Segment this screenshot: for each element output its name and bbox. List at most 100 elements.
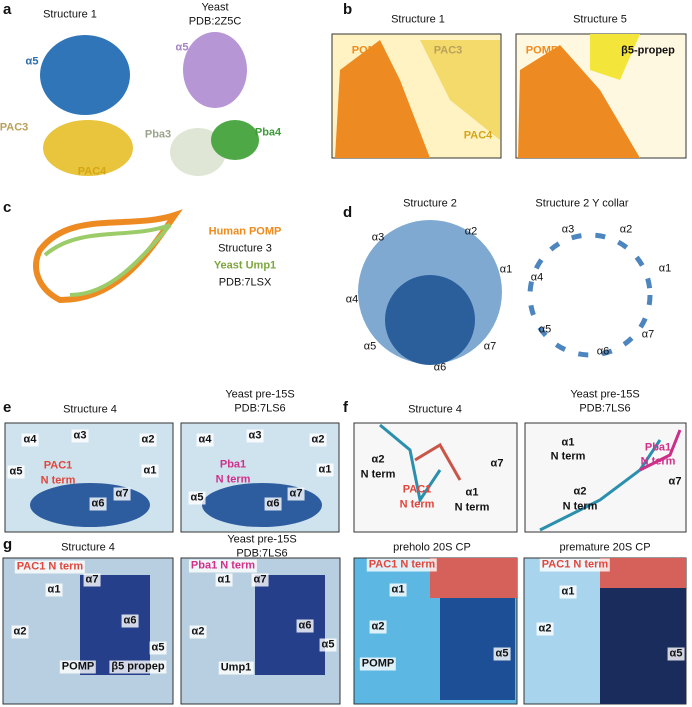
- label: α5: [538, 323, 552, 336]
- label: N term: [360, 468, 396, 481]
- label: POMP: [59, 660, 97, 674]
- panel-title: PDB:7LS6: [236, 547, 288, 560]
- label: α1: [45, 583, 63, 597]
- label: α1: [389, 583, 407, 597]
- structure-image: [43, 120, 133, 176]
- panel-title: Structure 2 Y collar: [535, 197, 629, 210]
- panel-letter: c: [3, 199, 12, 216]
- label: α2: [369, 620, 387, 634]
- panel-letter: g: [3, 536, 13, 553]
- panel-letter: e: [3, 399, 12, 416]
- panel-title: Structure 4: [408, 403, 462, 416]
- legend-entry: PDB:7LSX: [218, 276, 272, 289]
- label: α1: [215, 573, 233, 587]
- label: α2: [11, 625, 29, 639]
- panel-title: PDB:7LS6: [234, 402, 286, 415]
- legend-entry: Human POMP: [208, 225, 282, 238]
- label: α5: [7, 465, 25, 479]
- label: α4: [196, 433, 214, 447]
- label: α5: [319, 638, 337, 652]
- label: α7: [668, 475, 682, 488]
- structure-image: [335, 40, 430, 158]
- label: Pba3: [144, 128, 172, 141]
- label: α7: [483, 340, 497, 353]
- label: α2: [189, 625, 207, 639]
- structure-image: [379, 423, 442, 504]
- panel-title: Structure 1: [391, 13, 445, 26]
- label: PAC4: [77, 165, 107, 178]
- label: α1: [316, 463, 334, 477]
- label: β5 propep: [109, 660, 167, 674]
- legend-entry: Yeast Ump1: [213, 259, 277, 272]
- structure-image: [600, 558, 686, 588]
- legend-entry: Structure 3: [218, 242, 272, 255]
- structure-image: [527, 232, 653, 358]
- label: PAC3: [433, 44, 463, 57]
- label: α5: [667, 647, 685, 661]
- label: α7: [251, 573, 269, 587]
- structure-image: [43, 223, 172, 297]
- label: α3: [246, 429, 264, 443]
- panel-title: Yeast pre-15S: [225, 388, 295, 401]
- structure-image: [414, 442, 462, 481]
- label: β5-propep: [621, 44, 675, 57]
- label: PAC1 N term: [366, 558, 438, 572]
- label: α6: [596, 345, 610, 358]
- label: N term: [399, 498, 435, 511]
- label: α1: [141, 464, 159, 478]
- label: N term: [454, 501, 490, 514]
- label: Pba4: [254, 126, 282, 139]
- label: α4: [21, 433, 39, 447]
- label: α5: [493, 647, 511, 661]
- structure-image: [40, 35, 130, 115]
- label: POMP: [525, 44, 559, 57]
- structure-image: [430, 558, 517, 598]
- label: α2: [464, 225, 478, 238]
- label: N term: [640, 455, 676, 468]
- label: POMP: [351, 44, 385, 57]
- structure-image: [183, 32, 247, 108]
- label: α6: [433, 361, 447, 374]
- label: Pba1 N term: [188, 559, 258, 573]
- image-frame: [524, 422, 687, 533]
- label: α6: [264, 497, 282, 511]
- label: PAC1 N term: [539, 558, 611, 572]
- label: α4: [530, 271, 544, 284]
- label: Pba1: [219, 458, 247, 471]
- label: α2: [309, 433, 327, 447]
- panel-title: Structure 4: [61, 541, 115, 554]
- label: α2: [536, 622, 554, 636]
- structure-image: [518, 45, 640, 158]
- label: α6: [121, 614, 139, 628]
- label: α4: [345, 293, 359, 306]
- label: α1: [499, 263, 513, 276]
- structure-image: [255, 575, 325, 675]
- label: PAC1 N term: [14, 560, 86, 574]
- label: α1: [559, 585, 577, 599]
- panel-title: Yeast pre-15S: [570, 388, 640, 401]
- label: Pba1: [644, 441, 672, 454]
- structure-image: [539, 439, 662, 532]
- panel-title: Structure 1: [43, 8, 97, 21]
- label: α3: [71, 429, 89, 443]
- label: α6: [296, 619, 314, 633]
- panel-letter: b: [343, 1, 353, 18]
- label: α2: [619, 223, 633, 236]
- label: α1: [561, 436, 575, 449]
- label: α5: [149, 641, 167, 655]
- panel-title: PDB:2Z5C: [188, 15, 242, 28]
- label: α5: [363, 340, 377, 353]
- label: POMP: [359, 657, 397, 671]
- panel-title: Yeast: [201, 1, 229, 14]
- label: α5: [175, 41, 189, 54]
- panel-letter: a: [3, 1, 12, 18]
- label: α7: [83, 573, 101, 587]
- label: N term: [562, 500, 598, 513]
- panel-letter: d: [343, 204, 353, 221]
- label: α7: [113, 487, 131, 501]
- label: N term: [550, 450, 586, 463]
- label: α5: [188, 491, 206, 505]
- label: α7: [641, 328, 655, 341]
- label: α7: [490, 457, 504, 470]
